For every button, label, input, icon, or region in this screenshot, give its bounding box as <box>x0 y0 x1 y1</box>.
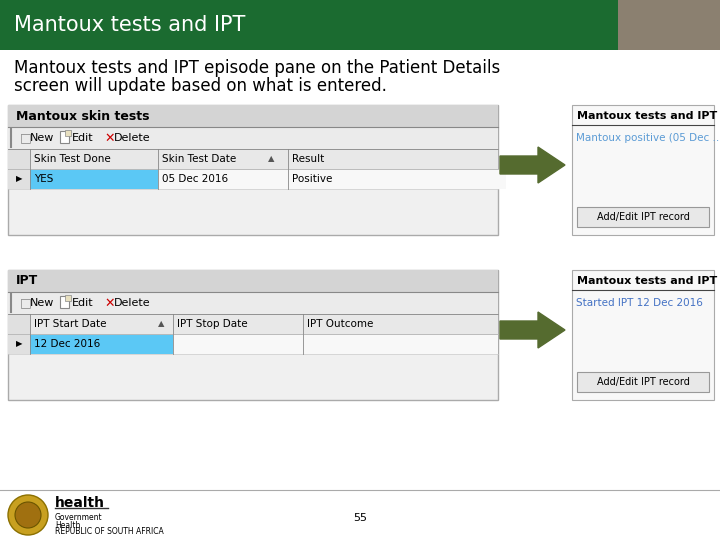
Text: Mantoux tests and IPT: Mantoux tests and IPT <box>14 15 246 35</box>
Text: New: New <box>30 133 55 143</box>
Bar <box>572 105 714 235</box>
Circle shape <box>15 502 41 528</box>
Text: Government: Government <box>55 514 103 523</box>
Text: IPT: IPT <box>16 274 38 287</box>
Text: Mantoux tests and IPT: Mantoux tests and IPT <box>577 111 717 121</box>
Text: Health: Health <box>55 521 81 530</box>
Bar <box>173 334 303 354</box>
Bar <box>577 372 709 392</box>
Text: ▲: ▲ <box>268 154 274 164</box>
Bar <box>8 105 498 235</box>
Bar <box>8 105 498 127</box>
Text: Add/Edit IPT record: Add/Edit IPT record <box>597 212 690 222</box>
Text: ✕: ✕ <box>104 132 114 145</box>
Bar <box>8 270 498 400</box>
Bar <box>65 130 71 136</box>
Bar <box>158 169 288 189</box>
Bar <box>8 127 498 149</box>
Text: 05 Dec 2016: 05 Dec 2016 <box>162 174 228 184</box>
Bar <box>60 296 69 308</box>
Text: □: □ <box>20 296 32 309</box>
Bar <box>65 295 71 301</box>
Text: IPT Start Date: IPT Start Date <box>34 319 107 329</box>
Bar <box>8 149 30 169</box>
Text: Result: Result <box>292 154 324 164</box>
Polygon shape <box>500 147 565 183</box>
Bar <box>30 169 158 189</box>
Text: □: □ <box>20 132 32 145</box>
Bar <box>30 334 173 354</box>
Text: 12 Dec 2016: 12 Dec 2016 <box>34 339 100 349</box>
Text: Skin Test Done: Skin Test Done <box>34 154 111 164</box>
Text: New: New <box>30 298 55 308</box>
Bar <box>8 334 498 354</box>
Bar <box>0 0 720 50</box>
Text: Started IPT 12 Dec 2016: Started IPT 12 Dec 2016 <box>576 298 703 308</box>
Bar <box>8 270 498 292</box>
Circle shape <box>8 495 48 535</box>
Bar <box>8 314 498 334</box>
Text: IPT Stop Date: IPT Stop Date <box>177 319 248 329</box>
Text: health: health <box>55 496 105 510</box>
Bar <box>8 334 30 354</box>
Text: ▶: ▶ <box>16 174 22 184</box>
Text: Edit: Edit <box>72 133 94 143</box>
Text: Add/Edit IPT record: Add/Edit IPT record <box>597 377 690 387</box>
Text: Mantoux tests and IPT episode pane on the Patient Details: Mantoux tests and IPT episode pane on th… <box>14 59 500 77</box>
Bar <box>303 334 498 354</box>
Text: ✕: ✕ <box>104 296 114 309</box>
Bar <box>288 169 506 189</box>
Text: Delete: Delete <box>114 298 150 308</box>
Text: REPUBLIC OF SOUTH AFRICA: REPUBLIC OF SOUTH AFRICA <box>55 528 163 537</box>
Bar <box>8 169 498 189</box>
Text: screen will update based on what is entered.: screen will update based on what is ente… <box>14 77 387 95</box>
Polygon shape <box>500 312 565 348</box>
Text: IPT Outcome: IPT Outcome <box>307 319 374 329</box>
Bar <box>577 207 709 227</box>
Text: Mantoux positive (05 Dec ...: Mantoux positive (05 Dec ... <box>576 133 720 143</box>
Bar <box>60 131 69 143</box>
Bar <box>572 270 714 400</box>
Text: Delete: Delete <box>114 133 150 143</box>
Text: Mantoux tests and IPT: Mantoux tests and IPT <box>577 276 717 286</box>
Text: 55: 55 <box>353 513 367 523</box>
Bar <box>8 149 498 169</box>
Bar <box>8 292 498 314</box>
Text: Positive: Positive <box>292 174 333 184</box>
Text: YES: YES <box>34 174 53 184</box>
Bar <box>618 0 720 50</box>
Bar <box>8 169 30 189</box>
Text: Skin Test Date: Skin Test Date <box>162 154 236 164</box>
Text: ▲: ▲ <box>158 320 164 328</box>
Text: ▶: ▶ <box>16 340 22 348</box>
Bar <box>8 314 30 334</box>
Text: Mantoux skin tests: Mantoux skin tests <box>16 110 150 123</box>
Text: Edit: Edit <box>72 298 94 308</box>
Bar <box>618 0 720 50</box>
